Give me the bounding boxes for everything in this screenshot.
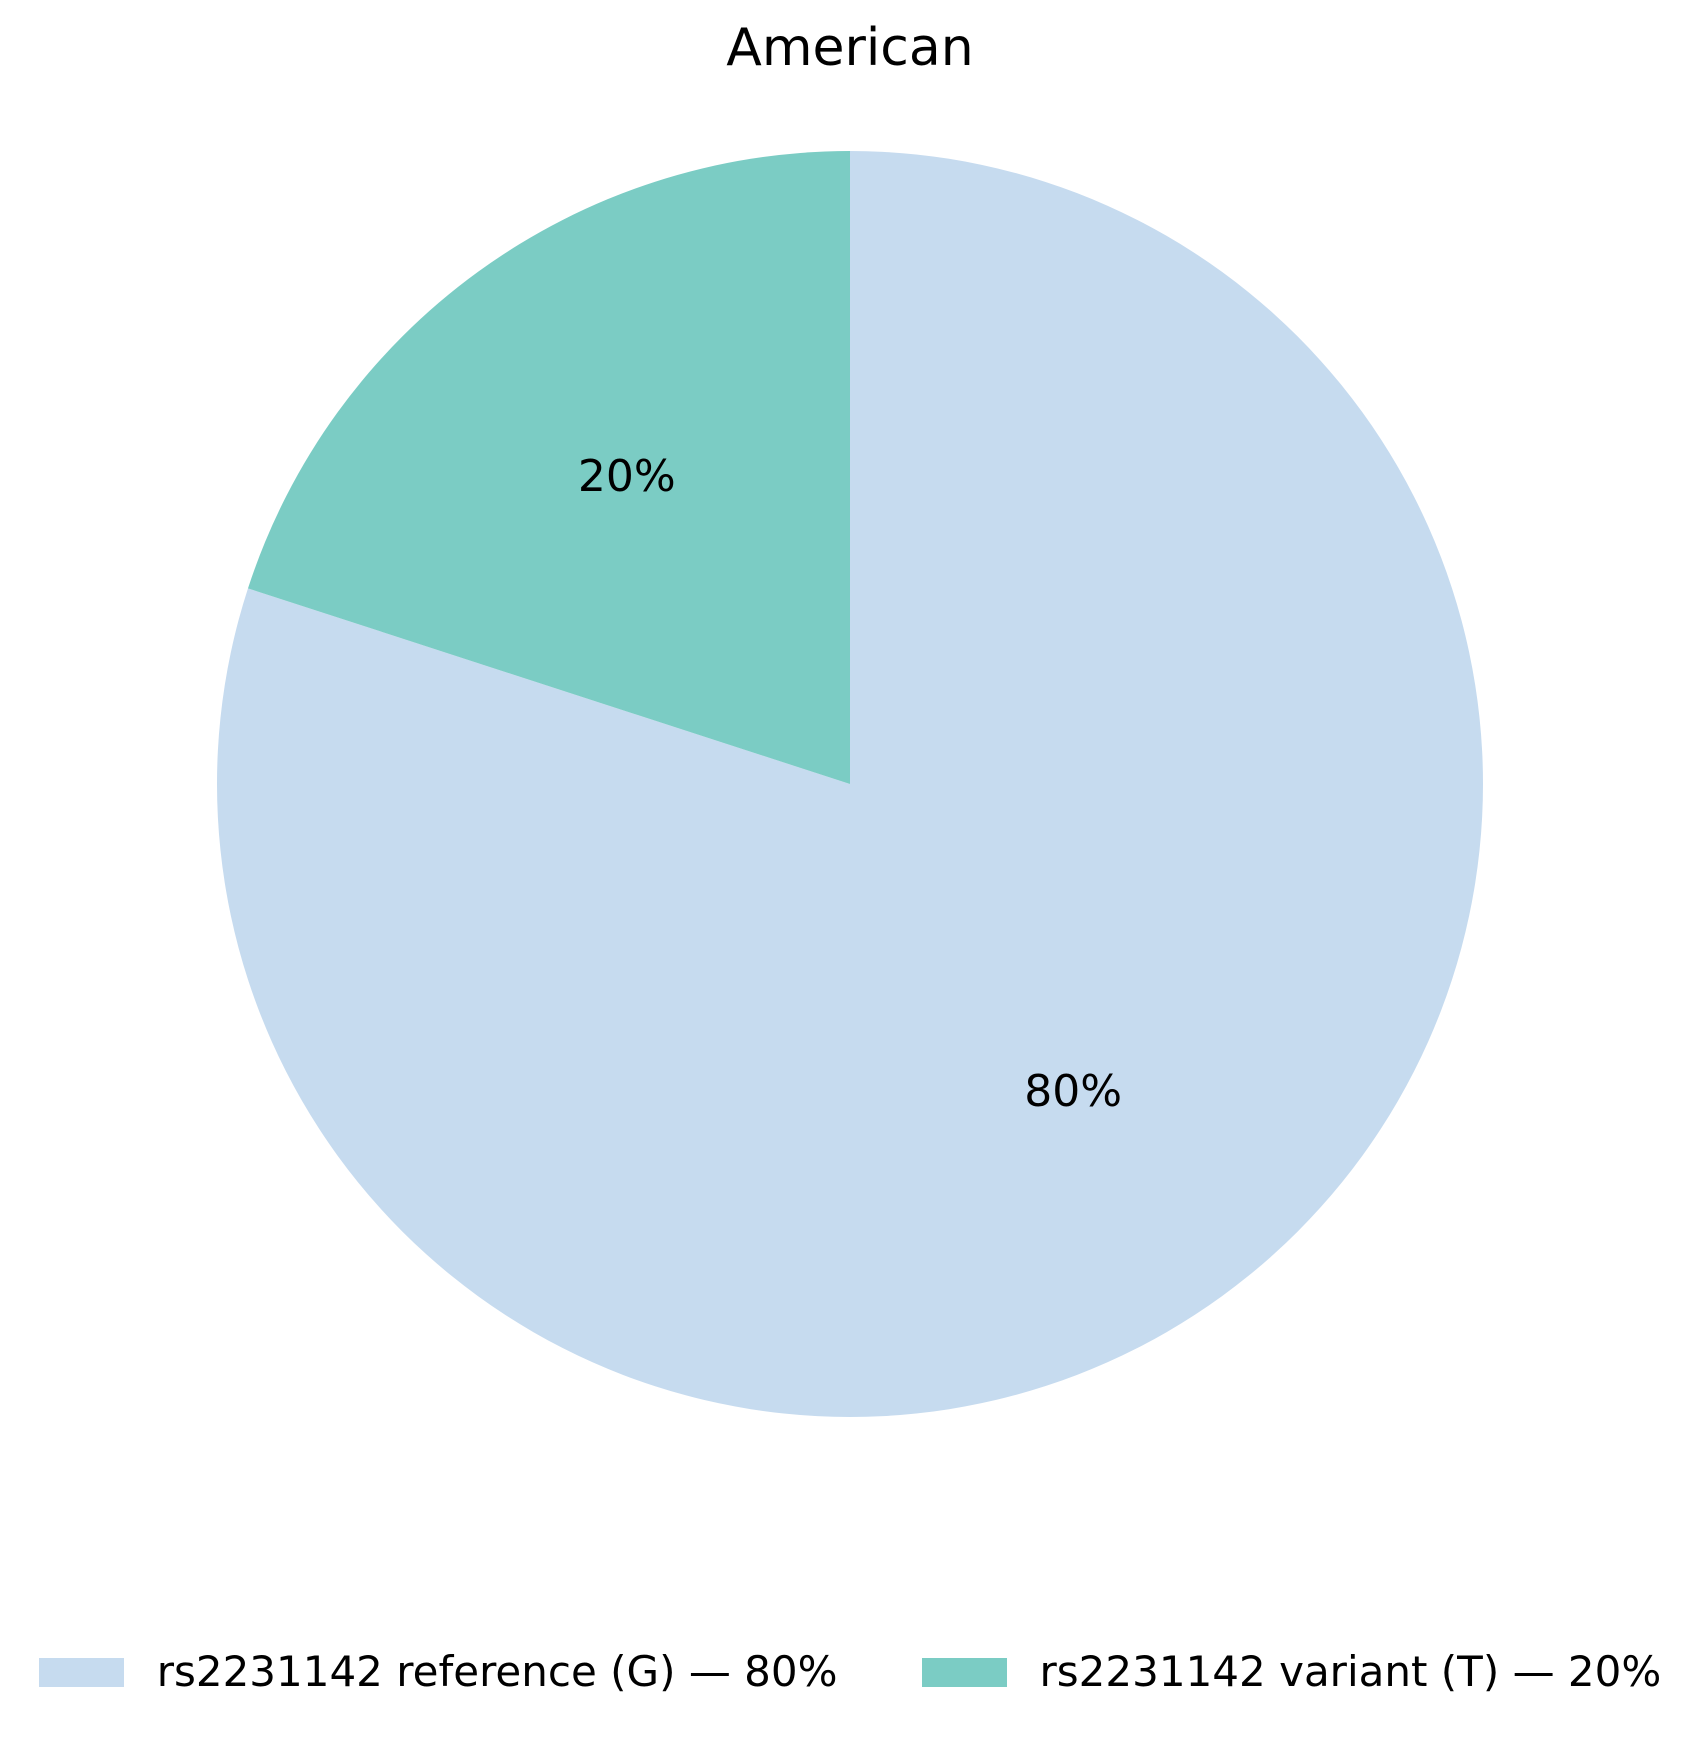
pie-slice-1: [247, 151, 851, 784]
legend: rs2231142 reference (G) — 80% rs2231142 …: [0, 1647, 1700, 1696]
legend-label-variant: rs2231142 variant (T) — 20%: [1039, 1647, 1662, 1696]
legend-item-variant: rs2231142 variant (T) — 20%: [921, 1647, 1662, 1696]
legend-label-reference: rs2231142 reference (G) — 80%: [156, 1647, 838, 1696]
legend-item-reference: rs2231142 reference (G) — 80%: [38, 1647, 838, 1696]
legend-swatch-reference-icon: [38, 1657, 124, 1687]
pie-slice-label-0: 80%: [1024, 1066, 1122, 1117]
pie-slice-0: [216, 151, 1483, 1417]
pie-slice-label-1: 20%: [578, 451, 676, 502]
chart-title: American: [726, 18, 974, 78]
legend-swatch-variant-icon: [921, 1657, 1007, 1687]
